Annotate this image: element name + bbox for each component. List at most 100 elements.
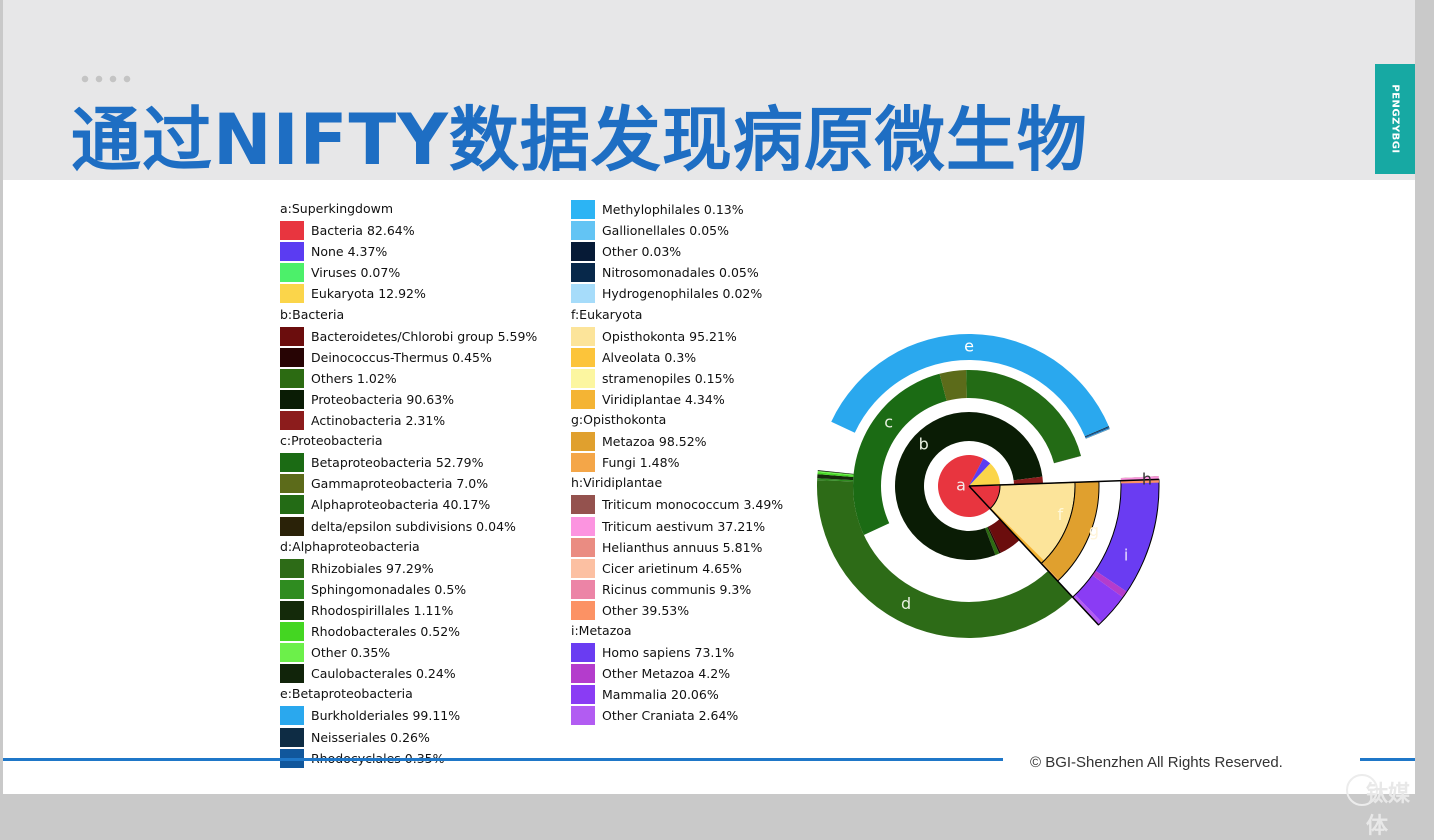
legend-label: delta/epsilon subdivisions 0.04%	[311, 518, 516, 534]
legend-swatch	[571, 453, 595, 473]
legend-label: Rhodobacterales 0.52%	[311, 624, 461, 639]
arc-a-viruses	[969, 463, 991, 486]
ring-label-d: d	[901, 594, 911, 613]
arc-e-methylophilales	[1085, 428, 1110, 439]
side-tag: PENGZYBGI	[1375, 64, 1415, 174]
slide: 通过NIFTY数据发现病原微生物 PENGZYBGI a:Superkingdo…	[3, 0, 1415, 794]
legend-label: Cicer arietinum 4.65%	[602, 560, 742, 576]
arc-e-gallionellales	[1085, 428, 1110, 439]
legend-swatch	[571, 284, 595, 304]
legend-label: Ricinus communis 9.3%	[602, 581, 752, 597]
legend-swatch	[571, 600, 595, 620]
legend-label: Other 39.53%	[602, 602, 690, 618]
arc-e-rhodocyclales	[1085, 427, 1110, 439]
legend-swatch	[571, 368, 595, 388]
legend-swatch	[571, 263, 595, 283]
legend-label: Betaproteobacteria 52.79%	[311, 455, 484, 471]
arc-i-other-metazoa	[1092, 570, 1127, 598]
legend-swatch	[280, 453, 304, 473]
legend-swatch	[280, 389, 304, 409]
legend-section-title: a:Superkingdowm	[280, 201, 394, 216]
legend-section-title: b:Bacteria	[280, 306, 345, 322]
arc-d-rhodobacterales	[817, 472, 854, 477]
legend-section-title: d:Alphaproteobacteria	[280, 538, 420, 554]
arc-a-none	[969, 458, 991, 486]
legend-label: Opisthokonta 95.21%	[602, 328, 737, 344]
legend-swatch	[571, 200, 595, 219]
legend-section-title: i:Metazoa	[571, 623, 632, 638]
legend-swatch	[571, 389, 595, 409]
arc-h-triticum-aestivum	[1120, 476, 1159, 481]
legend-label: Methylophilales 0.13%	[602, 202, 744, 217]
footer-rule-left	[3, 758, 1003, 761]
ring-label-c: c	[884, 413, 893, 432]
legend-swatch	[280, 516, 304, 536]
legend-swatch	[280, 727, 304, 747]
legend-label: Bacteroidetes/Chlorobi group 5.59%	[311, 328, 538, 344]
arc-e-other	[1085, 428, 1110, 439]
arc-a-eukaryota	[969, 463, 1000, 486]
legend-label: Triticum monococcum 3.49%	[602, 497, 784, 513]
legend-label: Nitrosomonadales 0.05%	[602, 265, 759, 281]
legend-swatch	[571, 685, 595, 705]
arc-b-proteobacteria	[895, 411, 1043, 560]
legend-swatch	[280, 263, 304, 283]
legend-swatch	[571, 495, 595, 515]
legend-label: Eukaryota 12.92%	[311, 286, 426, 302]
legend-swatch	[571, 537, 595, 557]
legend-swatch	[280, 368, 304, 388]
decorative-dots	[81, 75, 137, 83]
arc-g-metazoa	[1042, 481, 1099, 580]
legend-label: Homo sapiens 73.1%	[602, 645, 735, 661]
legend-label: Other Craniata 2.64%	[602, 708, 739, 724]
legend-section-title: g:Opisthokonta	[571, 412, 667, 427]
arc-e-hydrogenophilales	[1085, 428, 1110, 439]
arc-e-neisseriales	[1084, 426, 1110, 438]
ring-label-f: f	[1057, 505, 1063, 524]
legend-swatch	[280, 622, 304, 641]
legend-section-title: f:Eukaryota	[571, 306, 643, 322]
legend-label: Alphaproteobacteria 40.17%	[311, 497, 491, 513]
arc-i-other-craniata	[1072, 594, 1102, 625]
arc-f-stramenopiles	[990, 507, 1045, 561]
legend-label: Caulobacterales 0.24%	[311, 666, 456, 682]
watermark-logo-icon	[1346, 774, 1378, 806]
legend-label: Alveolata 0.3%	[602, 349, 697, 365]
ring-label-a: a	[956, 476, 966, 495]
wedge-boundary-line	[968, 478, 1159, 487]
ring-label-i: i	[1124, 545, 1128, 564]
arc-f-viridiplantae	[990, 507, 1045, 564]
arc-c-gammaproteobacteria	[939, 370, 967, 401]
arc-d-rhizobiales	[816, 480, 1073, 638]
legend-swatch	[571, 643, 595, 663]
arc-c-delta-epsilon-subdivisions	[1053, 455, 1082, 464]
legend-swatch	[571, 242, 595, 262]
legend-swatch	[571, 326, 595, 346]
legend-swatch	[571, 706, 595, 726]
legend: a:Superkingdowm Bacteria 82.64% None 4.37%…	[3, 0, 1415, 794]
legend-swatch	[280, 579, 304, 599]
legend-swatch	[571, 516, 595, 536]
legend-label: Proteobacteria 90.63%	[311, 391, 455, 407]
legend-swatch	[280, 474, 304, 494]
legend-label: Mammalia 20.06%	[602, 687, 719, 703]
legend-swatch	[571, 432, 595, 452]
legend-swatch	[280, 284, 304, 304]
legend-swatch	[280, 495, 304, 515]
arc-d-other	[817, 470, 854, 476]
legend-swatch	[571, 347, 595, 367]
legend-label: Bacteria 82.64%	[311, 223, 415, 239]
header-band: 通过NIFTY数据发现病原微生物	[3, 0, 1415, 181]
legend-label: Hydrogenophilales 0.02%	[602, 286, 763, 302]
legend-label: Neisseriales 0.26%	[311, 729, 430, 745]
legend-label: Viridiplantae 4.34%	[602, 391, 725, 407]
legend-label: Fungi 1.48%	[602, 455, 680, 471]
legend-label: Rhizobiales 97.29%	[311, 560, 434, 576]
legend-swatch	[280, 600, 304, 620]
legend-label: Other 0.35%	[311, 645, 391, 661]
arc-i-mammalia	[1075, 575, 1123, 622]
legend-section-title: h:Viridiplantae	[571, 475, 663, 491]
footer-copyright: © BGI-Shenzhen All Rights Reserved.	[1030, 754, 1283, 771]
legend-swatch	[280, 411, 304, 430]
ring-label-e: e	[964, 337, 974, 356]
